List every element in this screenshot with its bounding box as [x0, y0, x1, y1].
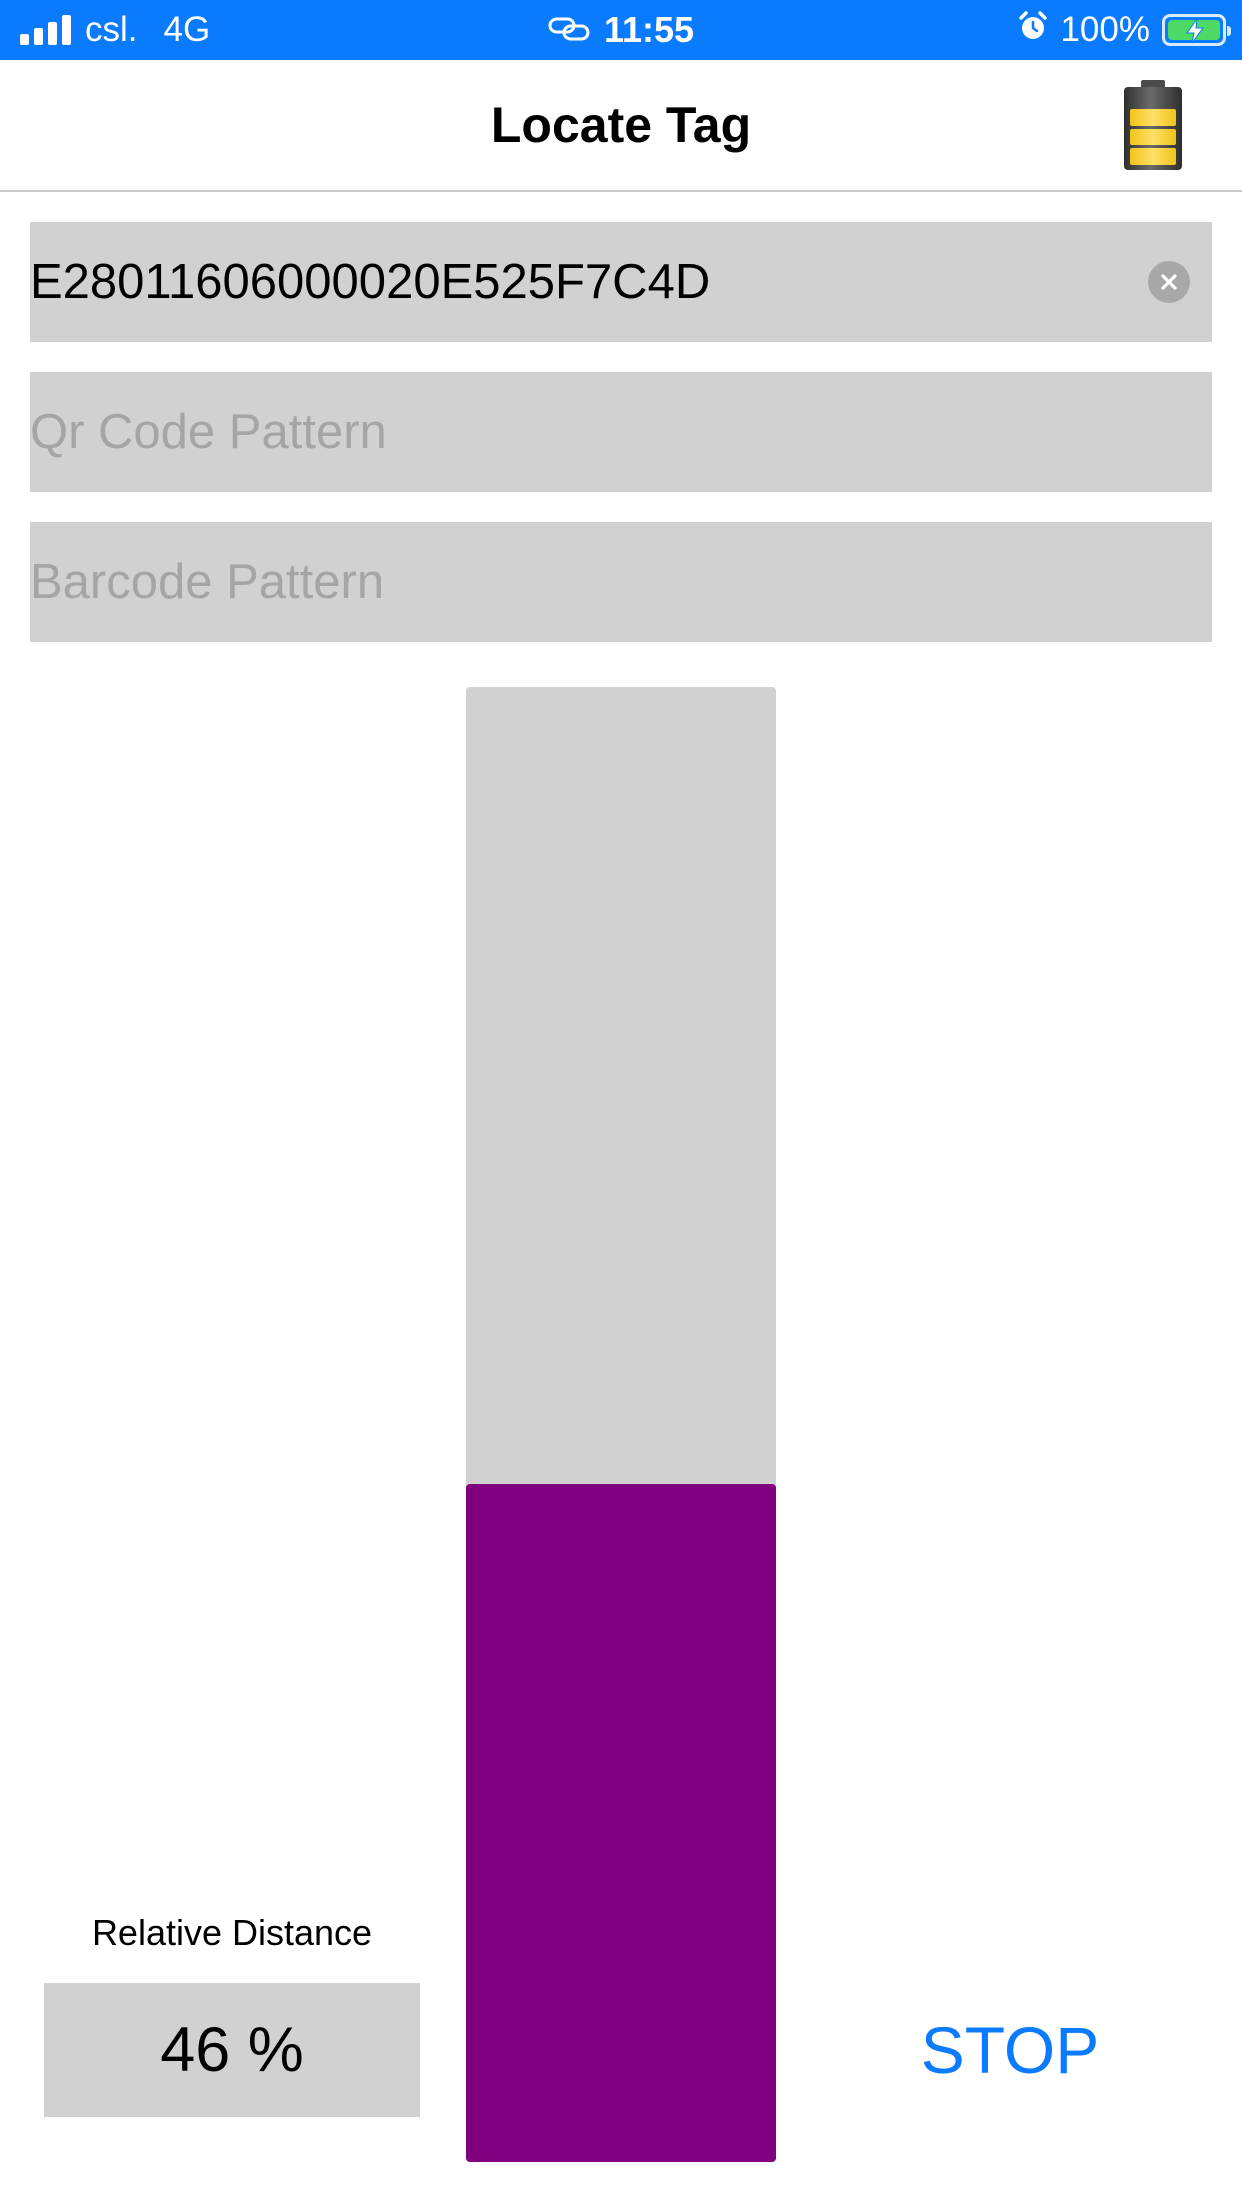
stop-button[interactable]: STOP: [880, 2000, 1140, 2100]
clear-circle-icon[interactable]: [1148, 261, 1190, 303]
proximity-meter-fill: [466, 1483, 776, 2162]
navigation-bar: Locate Tag: [0, 60, 1242, 192]
reader-battery-icon[interactable]: [1124, 80, 1182, 170]
status-time: 11:55: [603, 9, 695, 50]
barcode-pattern-field: [30, 522, 1212, 642]
alarm-clock-icon: [1018, 10, 1048, 51]
qr-code-pattern-input[interactable]: [30, 372, 1212, 492]
relative-distance-label: Relative Distance: [91, 1912, 373, 1953]
proximity-meter: [466, 687, 776, 2162]
network-type: 4G: [163, 10, 211, 49]
page-title: Locate Tag: [490, 97, 752, 153]
link-icon: [548, 9, 590, 51]
signal-bars-icon: [20, 15, 71, 45]
carrier-name: csl.: [85, 10, 138, 49]
epc-input[interactable]: [30, 222, 1212, 342]
status-right: 100%: [1018, 0, 1231, 60]
qr-code-pattern-field: [30, 372, 1212, 492]
charging-battery-icon: [1162, 14, 1231, 46]
battery-percent: 100%: [1060, 10, 1150, 49]
status-bar: csl. 4G 11:55 100%: [0, 0, 1242, 60]
relative-distance-value: 46 %: [44, 1983, 420, 2117]
epc-field: [30, 222, 1212, 342]
status-left: csl. 4G: [20, 0, 210, 60]
barcode-pattern-input[interactable]: [30, 522, 1212, 642]
